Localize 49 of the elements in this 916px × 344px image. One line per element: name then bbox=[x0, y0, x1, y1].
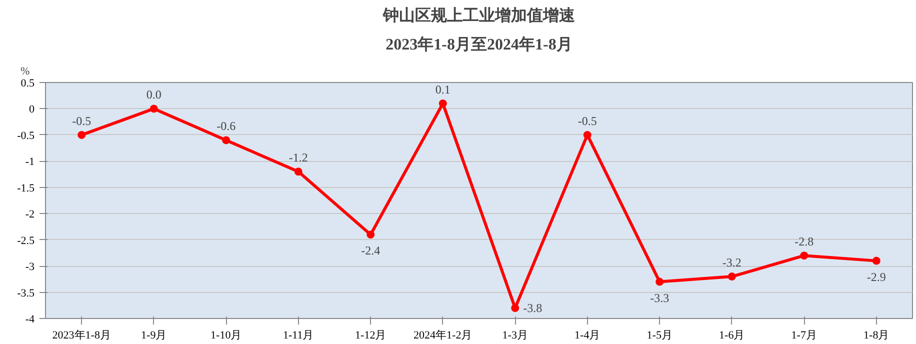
y-tick-label: -2 bbox=[25, 208, 35, 221]
x-tick-label: 1-11月 bbox=[283, 330, 314, 342]
point bbox=[294, 168, 302, 176]
x-tick-label: 1-8月 bbox=[864, 330, 890, 342]
x-tick-label: 1-10月 bbox=[210, 330, 242, 342]
point bbox=[366, 230, 375, 239]
data-label: -2.8 bbox=[794, 234, 814, 249]
point bbox=[728, 272, 736, 281]
x-tick-label: 1-5月 bbox=[646, 330, 672, 342]
chart-title: 钟山区规上工业增加值增速 bbox=[382, 6, 576, 24]
y-tick-label: -2.5 bbox=[17, 234, 35, 247]
point bbox=[583, 130, 592, 139]
point bbox=[438, 99, 447, 108]
point bbox=[656, 278, 664, 286]
x-tick-label: 1-3月 bbox=[502, 330, 528, 342]
data-label: -2.4 bbox=[361, 244, 380, 258]
chart-subtitle: 2023年1-8月至2024年1-8月 bbox=[386, 36, 572, 54]
point bbox=[800, 252, 808, 260]
data-label: 0.0 bbox=[146, 88, 162, 102]
data-label: -0.6 bbox=[216, 119, 236, 134]
x-tick-label: 1-7月 bbox=[791, 330, 817, 342]
data-label: -0.5 bbox=[72, 114, 92, 128]
x-tick-label: 2024年1-2月 bbox=[414, 330, 472, 342]
data-label: -2.9 bbox=[866, 270, 886, 284]
data-label: 0.1 bbox=[435, 82, 450, 96]
point bbox=[222, 136, 230, 144]
y-tick-label: 0.5 bbox=[20, 78, 35, 90]
point bbox=[150, 104, 158, 113]
point bbox=[511, 304, 520, 312]
y-tick-label: -3.5 bbox=[17, 287, 35, 300]
x-tick-label: 1-12月 bbox=[355, 330, 386, 342]
x-tick-label: 2023年1-8月 bbox=[52, 330, 111, 342]
data-label: -1.2 bbox=[288, 150, 308, 165]
y-tick-label: -1.5 bbox=[17, 182, 35, 194]
x-tick-label: 1-9月 bbox=[141, 330, 167, 342]
data-label: -3.3 bbox=[650, 290, 670, 305]
y-axis-title: % bbox=[20, 66, 30, 78]
y-tick-label: -4 bbox=[25, 314, 35, 326]
y-tick-label: -1 bbox=[25, 156, 35, 168]
data-label: -0.5 bbox=[578, 114, 597, 128]
y-tick-label: 0 bbox=[29, 104, 35, 116]
point bbox=[872, 256, 880, 265]
data-label: -3.2 bbox=[722, 256, 742, 270]
y-tick-label: -0.5 bbox=[17, 130, 35, 142]
x-tick-label: 1-6月 bbox=[719, 330, 745, 342]
data-label: -3.8 bbox=[523, 301, 542, 316]
x-tick-label: 1-4月 bbox=[574, 330, 600, 342]
point bbox=[78, 130, 86, 139]
y-tick-label: -3 bbox=[25, 261, 35, 274]
